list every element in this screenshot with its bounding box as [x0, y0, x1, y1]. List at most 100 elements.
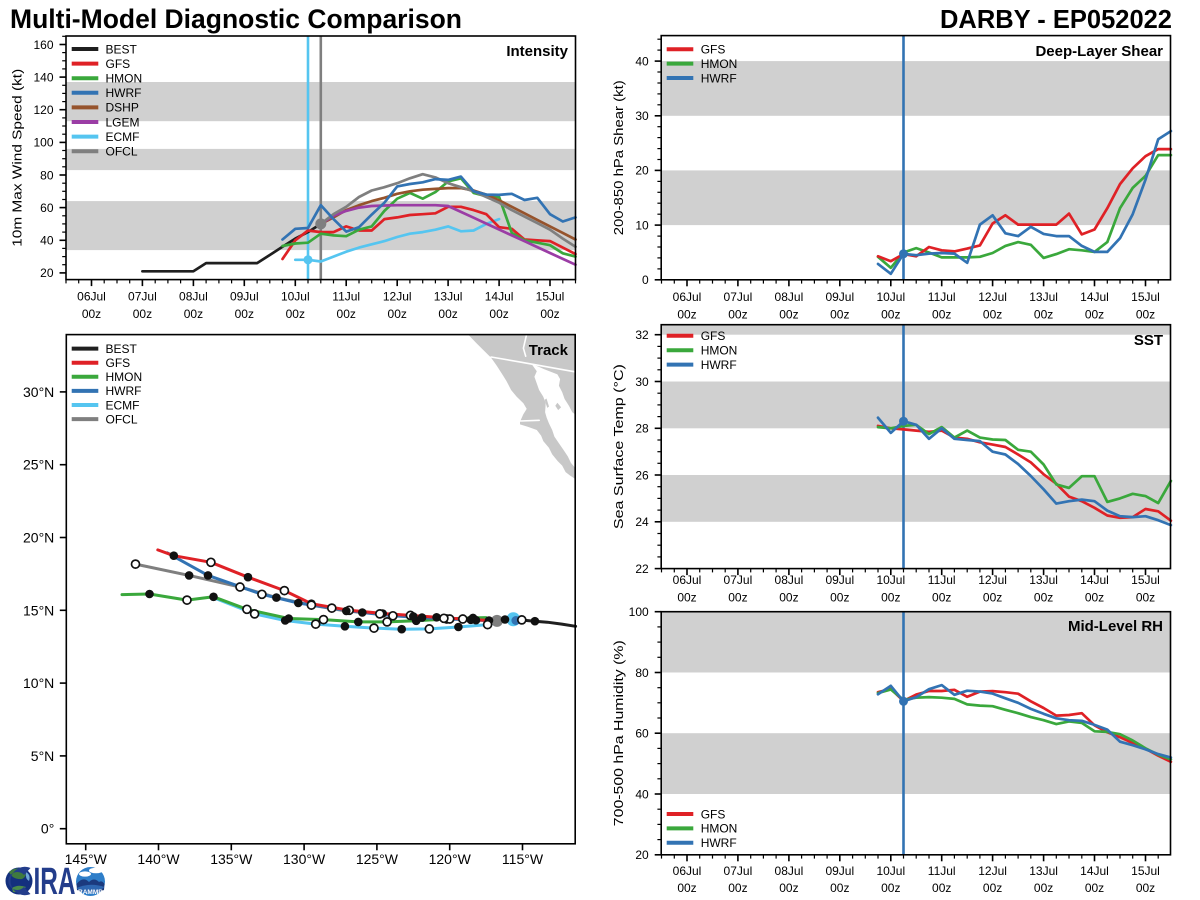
svg-text:00z: 00z [1136, 881, 1155, 895]
svg-text:00z: 00z [728, 591, 747, 605]
svg-text:08Jul: 08Jul [775, 864, 804, 878]
svg-text:10Jul: 10Jul [876, 573, 905, 587]
svg-text:32: 32 [635, 328, 649, 342]
svg-text:GFS: GFS [701, 43, 726, 57]
svg-text:HWRF: HWRF [106, 86, 142, 100]
svg-text:14Jul: 14Jul [1080, 864, 1109, 878]
svg-text:10Jul: 10Jul [281, 290, 310, 304]
svg-text:13Jul: 13Jul [1029, 573, 1058, 587]
svg-text:00z: 00z [286, 307, 305, 321]
svg-text:14Jul: 14Jul [1080, 573, 1109, 587]
svg-text:10m Max Wind Speed (kt): 10m Max Wind Speed (kt) [10, 69, 25, 247]
svg-text:30: 30 [635, 375, 649, 389]
svg-text:00z: 00z [1034, 308, 1053, 322]
svg-text:00z: 00z [133, 307, 152, 321]
svg-text:00z: 00z [540, 307, 559, 321]
svg-text:09Jul: 09Jul [825, 290, 854, 304]
svg-text:22: 22 [635, 562, 649, 576]
svg-text:Multi-Model Diagnostic Compari: Multi-Model Diagnostic Comparison [10, 4, 462, 34]
svg-text:145°W: 145°W [65, 851, 108, 867]
svg-text:60: 60 [635, 727, 649, 741]
svg-text:26: 26 [635, 468, 649, 482]
svg-text:GFS: GFS [701, 329, 726, 343]
svg-text:20: 20 [635, 164, 649, 178]
svg-text:00z: 00z [1136, 591, 1155, 605]
svg-text:200-850 hPa Shear (kt): 200-850 hPa Shear (kt) [611, 80, 626, 235]
svg-text:00z: 00z [677, 881, 696, 895]
svg-text:00z: 00z [1034, 591, 1053, 605]
svg-text:Sea Surface Temp (°C): Sea Surface Temp (°C) [611, 364, 626, 529]
svg-text:09Jul: 09Jul [230, 290, 259, 304]
svg-text:12Jul: 12Jul [383, 290, 412, 304]
svg-text:11Jul: 11Jul [928, 573, 956, 587]
svg-text:140: 140 [33, 70, 53, 84]
svg-text:140°W: 140°W [137, 851, 180, 867]
svg-text:00z: 00z [728, 881, 747, 895]
svg-text:13Jul: 13Jul [1029, 290, 1058, 304]
svg-text:00z: 00z [881, 308, 900, 322]
svg-text:00z: 00z [489, 307, 508, 321]
svg-text:HWRF: HWRF [106, 384, 142, 398]
svg-text:130°W: 130°W [283, 851, 326, 867]
svg-text:00z: 00z [438, 307, 457, 321]
svg-text:ECMF: ECMF [106, 130, 140, 144]
svg-text:00z: 00z [1034, 881, 1053, 895]
svg-text:00z: 00z [830, 308, 849, 322]
svg-text:DSHP: DSHP [106, 101, 139, 115]
svg-text:00z: 00z [388, 307, 407, 321]
svg-text:120°W: 120°W [429, 851, 472, 867]
svg-text:HMON: HMON [106, 370, 143, 384]
svg-text:00z: 00z [184, 307, 203, 321]
svg-text:00z: 00z [881, 591, 900, 605]
svg-text:160: 160 [33, 38, 53, 52]
svg-text:12Jul: 12Jul [978, 290, 1007, 304]
svg-text:DARBY - EP052022: DARBY - EP052022 [940, 6, 1172, 34]
svg-text:700-500 hPa Humidity (%): 700-500 hPa Humidity (%) [611, 640, 626, 826]
svg-text:BEST: BEST [106, 42, 138, 56]
svg-text:07Jul: 07Jul [724, 573, 753, 587]
svg-text:120: 120 [33, 103, 53, 117]
svg-text:40: 40 [635, 54, 649, 68]
svg-text:GFS: GFS [106, 356, 131, 370]
svg-text:10°N: 10°N [23, 675, 54, 691]
svg-text:0: 0 [642, 273, 649, 287]
svg-text:00z: 00z [677, 591, 696, 605]
svg-text:11Jul: 11Jul [332, 290, 360, 304]
svg-text:20: 20 [40, 266, 54, 280]
svg-text:00z: 00z [932, 308, 951, 322]
svg-text:00z: 00z [932, 881, 951, 895]
svg-text:00z: 00z [82, 307, 101, 321]
svg-text:125°W: 125°W [356, 851, 399, 867]
svg-text:ECMF: ECMF [106, 398, 140, 412]
svg-text:HMON: HMON [701, 57, 738, 71]
svg-text:13Jul: 13Jul [434, 290, 463, 304]
svg-text:00z: 00z [779, 591, 798, 605]
svg-text:07Jul: 07Jul [128, 290, 157, 304]
svg-text:10Jul: 10Jul [876, 864, 905, 878]
svg-text:09Jul: 09Jul [825, 573, 854, 587]
svg-text:OFCL: OFCL [106, 412, 138, 426]
svg-text:00z: 00z [830, 591, 849, 605]
svg-text:06Jul: 06Jul [673, 290, 702, 304]
svg-text:80: 80 [635, 666, 649, 680]
svg-text:00z: 00z [1136, 308, 1155, 322]
svg-text:13Jul: 13Jul [1029, 864, 1058, 878]
svg-text:LGEM: LGEM [106, 115, 140, 129]
svg-text:Track: Track [529, 342, 569, 359]
svg-text:GFS: GFS [701, 807, 726, 821]
svg-text:12Jul: 12Jul [978, 864, 1007, 878]
svg-text:00z: 00z [932, 591, 951, 605]
svg-text:HWRF: HWRF [701, 358, 737, 372]
svg-text:40: 40 [40, 234, 54, 248]
svg-text:100: 100 [33, 136, 53, 150]
svg-text:IRA: IRA [34, 861, 76, 900]
svg-text:06Jul: 06Jul [673, 573, 702, 587]
svg-text:10: 10 [635, 218, 649, 232]
svg-text:00z: 00z [235, 307, 254, 321]
svg-text:OFCL: OFCL [106, 145, 138, 159]
svg-text:08Jul: 08Jul [775, 573, 804, 587]
svg-text:RAMMB: RAMMB [78, 889, 103, 896]
svg-text:00z: 00z [337, 307, 356, 321]
svg-text:HMON: HMON [701, 344, 738, 358]
svg-text:Deep-Layer Shear: Deep-Layer Shear [1035, 43, 1163, 60]
